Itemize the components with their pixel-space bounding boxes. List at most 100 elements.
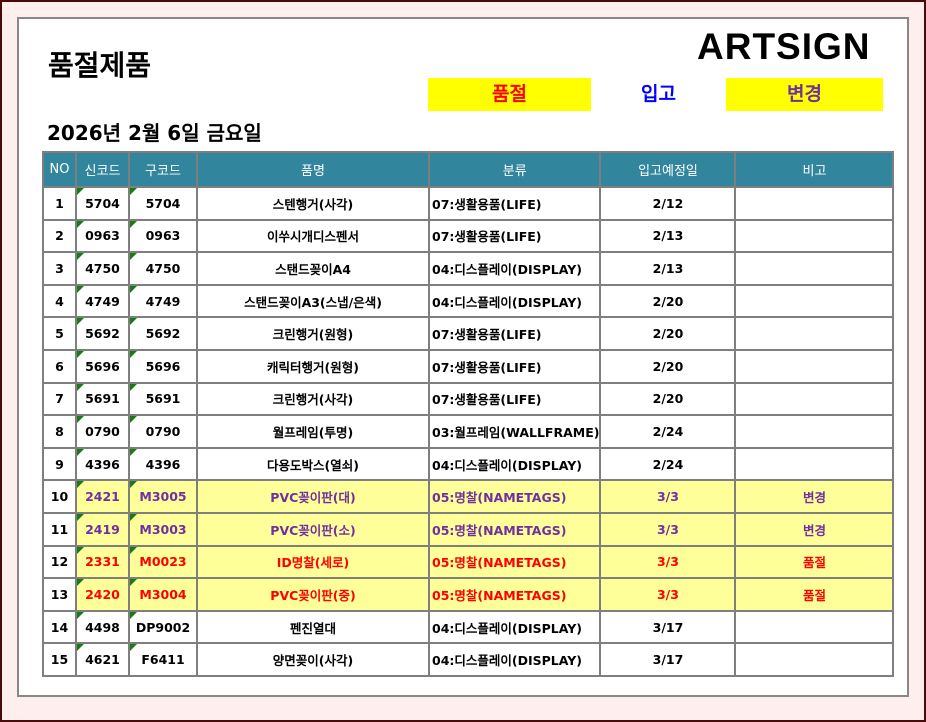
cell-no[interactable]: 5 <box>42 316 77 351</box>
cell-product-name[interactable]: ID명찰(세로) <box>196 544 430 580</box>
cell-note[interactable]: 품절 <box>734 544 895 580</box>
cell-expected-date[interactable]: 2/20 <box>599 283 737 319</box>
cell-new-code[interactable]: 5696 <box>75 348 130 384</box>
cell-expected-date[interactable]: 2/12 <box>599 186 737 221</box>
cell-expected-date[interactable]: 3/3 <box>599 511 737 547</box>
cell-category[interactable]: 05:명찰(NAMETAGS) <box>427 479 602 514</box>
cell-expected-date[interactable]: 3/3 <box>599 577 737 612</box>
cell-new-code[interactable]: 4396 <box>75 446 130 482</box>
cell-product-name[interactable]: PVC꽂이판(소) <box>196 511 430 547</box>
header-note[interactable]: 비고 <box>734 151 895 188</box>
cell-new-code[interactable]: 0963 <box>75 218 130 254</box>
cell-category[interactable]: 04:디스플레이(DISPLAY) <box>427 251 602 286</box>
cell-no[interactable]: 6 <box>42 348 77 384</box>
cell-product-name[interactable]: 스텐행거(사각) <box>196 186 430 221</box>
cell-old-code[interactable]: M0023 <box>128 544 198 580</box>
cell-old-code[interactable]: 5691 <box>128 381 198 417</box>
cell-expected-date[interactable]: 3/3 <box>599 544 737 580</box>
cell-product-name[interactable]: PVC꽂이판(대) <box>196 479 430 514</box>
cell-category[interactable]: 07:생활용품(LIFE) <box>427 316 602 351</box>
cell-new-code[interactable]: 4750 <box>75 251 130 286</box>
cell-new-code[interactable]: 2421 <box>75 479 130 514</box>
cell-note[interactable] <box>734 251 895 286</box>
cell-no[interactable]: 2 <box>42 218 77 254</box>
cell-expected-date[interactable]: 3/3 <box>599 479 737 514</box>
cell-category[interactable]: 03:월프레임(WALLFRAME) <box>427 414 602 449</box>
cell-category[interactable]: 04:디스플레이(DISPLAY) <box>427 642 602 677</box>
cell-new-code[interactable]: 4498 <box>75 609 130 645</box>
cell-expected-date[interactable]: 2/20 <box>599 381 737 417</box>
cell-old-code[interactable]: 5696 <box>128 348 198 384</box>
cell-no[interactable]: 3 <box>42 251 77 286</box>
cell-product-name[interactable]: 월프레임(투명) <box>196 414 430 449</box>
cell-product-name[interactable]: 다용도박스(열쇠) <box>196 446 430 482</box>
cell-expected-date[interactable]: 2/24 <box>599 414 737 449</box>
cell-product-name[interactable]: 펜진열대 <box>196 609 430 645</box>
cell-category[interactable]: 04:디스플레이(DISPLAY) <box>427 446 602 482</box>
cell-new-code[interactable]: 5704 <box>75 186 130 221</box>
cell-note[interactable]: 품절 <box>734 577 895 612</box>
cell-category[interactable]: 05:명찰(NAMETAGS) <box>427 577 602 612</box>
cell-note[interactable] <box>734 283 895 319</box>
cell-no[interactable]: 14 <box>42 609 77 645</box>
cell-old-code[interactable]: 4749 <box>128 283 198 319</box>
cell-expected-date[interactable]: 2/24 <box>599 446 737 482</box>
cell-new-code[interactable]: 4749 <box>75 283 130 319</box>
cell-old-code[interactable]: 5692 <box>128 316 198 351</box>
header-expected-date[interactable]: 입고예정일 <box>599 151 737 188</box>
cell-product-name[interactable]: 이쑤시개디스펜서 <box>196 218 430 254</box>
cell-product-name[interactable]: 스탠드꽂이A3(스냅/은색) <box>196 283 430 319</box>
cell-expected-date[interactable]: 2/13 <box>599 251 737 286</box>
cell-no[interactable]: 15 <box>42 642 77 677</box>
cell-expected-date[interactable]: 3/17 <box>599 609 737 645</box>
cell-note[interactable]: 변경 <box>734 479 895 514</box>
cell-note[interactable] <box>734 609 895 645</box>
cell-note[interactable] <box>734 414 895 449</box>
cell-no[interactable]: 9 <box>42 446 77 482</box>
cell-old-code[interactable]: M3005 <box>128 479 198 514</box>
cell-product-name[interactable]: 양면꽂이(사각) <box>196 642 430 677</box>
header-category[interactable]: 분류 <box>427 151 602 188</box>
cell-new-code[interactable]: 2420 <box>75 577 130 612</box>
cell-category[interactable]: 07:생활용품(LIFE) <box>427 218 602 254</box>
cell-old-code[interactable]: 0790 <box>128 414 198 449</box>
cell-no[interactable]: 13 <box>42 577 77 612</box>
cell-no[interactable]: 12 <box>42 544 77 580</box>
header-old-code[interactable]: 구코드 <box>128 151 198 188</box>
cell-note[interactable] <box>734 381 895 417</box>
cell-old-code[interactable]: 4750 <box>128 251 198 286</box>
cell-no[interactable]: 11 <box>42 511 77 547</box>
cell-old-code[interactable]: F6411 <box>128 642 198 677</box>
cell-product-name[interactable]: 크린행거(사각) <box>196 381 430 417</box>
cell-product-name[interactable]: 스탠드꽂이A4 <box>196 251 430 286</box>
cell-old-code[interactable]: DP9002 <box>128 609 198 645</box>
cell-category[interactable]: 05:명찰(NAMETAGS) <box>427 544 602 580</box>
header-no[interactable]: NO <box>42 151 77 188</box>
cell-note[interactable] <box>734 446 895 482</box>
header-product-name[interactable]: 품명 <box>196 151 430 188</box>
cell-old-code[interactable]: M3004 <box>128 577 198 612</box>
cell-new-code[interactable]: 5692 <box>75 316 130 351</box>
cell-note[interactable] <box>734 316 895 351</box>
cell-no[interactable]: 7 <box>42 381 77 417</box>
cell-note[interactable] <box>734 186 895 221</box>
cell-category[interactable]: 07:생활용품(LIFE) <box>427 186 602 221</box>
cell-no[interactable]: 1 <box>42 186 77 221</box>
cell-category[interactable]: 05:명찰(NAMETAGS) <box>427 511 602 547</box>
cell-note[interactable]: 변경 <box>734 511 895 547</box>
cell-note[interactable] <box>734 642 895 677</box>
cell-old-code[interactable]: 5704 <box>128 186 198 221</box>
cell-old-code[interactable]: M3003 <box>128 511 198 547</box>
cell-category[interactable]: 04:디스플레이(DISPLAY) <box>427 283 602 319</box>
cell-note[interactable] <box>734 348 895 384</box>
cell-note[interactable] <box>734 218 895 254</box>
cell-new-code[interactable]: 4621 <box>75 642 130 677</box>
cell-no[interactable]: 10 <box>42 479 77 514</box>
cell-new-code[interactable]: 5691 <box>75 381 130 417</box>
cell-category[interactable]: 04:디스플레이(DISPLAY) <box>427 609 602 645</box>
cell-expected-date[interactable]: 2/13 <box>599 218 737 254</box>
cell-product-name[interactable]: 캐릭터행거(원형) <box>196 348 430 384</box>
cell-old-code[interactable]: 4396 <box>128 446 198 482</box>
header-new-code[interactable]: 신코드 <box>75 151 130 188</box>
cell-old-code[interactable]: 0963 <box>128 218 198 254</box>
